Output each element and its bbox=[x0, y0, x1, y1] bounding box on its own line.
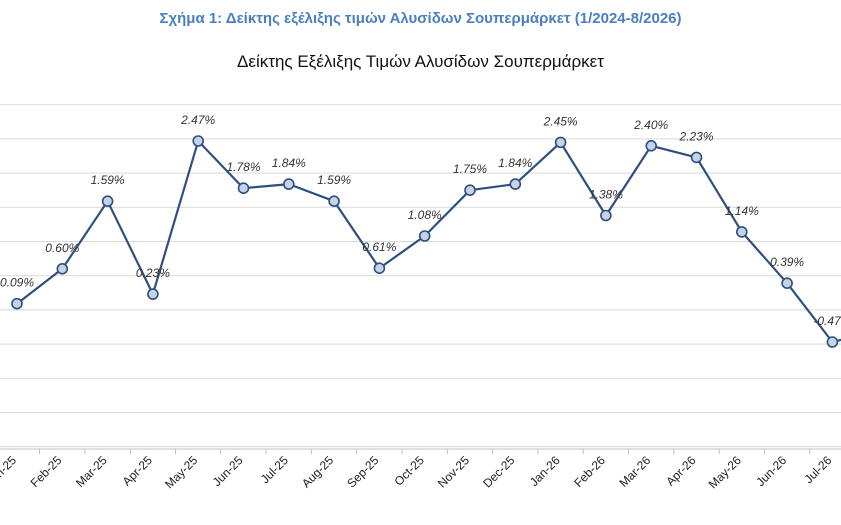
data-label: 0.61% bbox=[362, 240, 396, 254]
data-points bbox=[11, 135, 839, 348]
x-tick-labels: Jan-25 Feb-25 Mar-25 Apr-25 May-25 Jun-25 Jul-… bbox=[0, 453, 835, 491]
x-tick-label: Jul-25 bbox=[258, 453, 291, 486]
data-point bbox=[735, 226, 748, 238]
data-label: 1.59% bbox=[317, 173, 351, 187]
data-labels: 0.09% 0.60% 1.59% 0.23% 2.47% 1.78% 1.84% 1.59%… bbox=[0, 113, 841, 328]
x-tick-label: May-25 bbox=[162, 453, 200, 491]
data-label: 1.78% bbox=[226, 160, 260, 174]
data-label: 1.08% bbox=[408, 208, 442, 222]
x-tick-label: Feb-25 bbox=[28, 453, 65, 490]
x-tick-label: Oct-25 bbox=[391, 453, 427, 489]
data-point bbox=[282, 178, 295, 190]
data-point bbox=[192, 135, 204, 147]
data-label: 2.23% bbox=[678, 129, 713, 143]
data-point bbox=[826, 336, 839, 348]
x-tick-label: Nov-25 bbox=[435, 453, 472, 490]
x-tick-label: Jul-26 bbox=[802, 453, 835, 486]
data-point bbox=[554, 136, 567, 149]
data-label: 0.09% bbox=[0, 276, 34, 290]
data-point bbox=[147, 288, 159, 300]
x-tick-label: Jan-26 bbox=[527, 453, 563, 489]
data-point bbox=[373, 262, 386, 275]
data-label: 1.84% bbox=[272, 156, 306, 170]
x-axis bbox=[0, 448, 841, 454]
data-point bbox=[645, 140, 658, 152]
x-tick-label: May-26 bbox=[706, 453, 744, 491]
x-tick-label: Aug-25 bbox=[299, 453, 336, 490]
data-label: 1.84% bbox=[498, 156, 532, 170]
data-point bbox=[328, 195, 340, 207]
data-label: 2.40% bbox=[633, 118, 668, 132]
x-tick-label: Apr-26 bbox=[663, 453, 699, 489]
data-point bbox=[464, 184, 476, 196]
data-point bbox=[56, 262, 69, 275]
data-label: 2.47% bbox=[180, 113, 215, 127]
data-point bbox=[600, 209, 612, 222]
data-label: -0.47% bbox=[813, 314, 841, 328]
x-tick-label: Jun-26 bbox=[753, 453, 789, 489]
data-label: 0.60% bbox=[45, 241, 79, 255]
data-label: 0.23% bbox=[136, 266, 170, 280]
data-point bbox=[690, 151, 703, 164]
data-point bbox=[781, 277, 793, 290]
series-polyline bbox=[16, 139, 841, 344]
data-label: 2.45% bbox=[543, 114, 578, 128]
data-label: 0.39% bbox=[770, 255, 804, 269]
data-label: 1.59% bbox=[91, 173, 125, 187]
x-tick-label: Dec-25 bbox=[480, 453, 517, 490]
x-tick-label: Mar-25 bbox=[73, 453, 110, 490]
data-point bbox=[101, 195, 114, 207]
x-tick-label: Jun-25 bbox=[210, 453, 246, 489]
chart-title: Δείκτης Εξέλιξης Τιμών Αλυσίδων Σουπερμά… bbox=[237, 52, 604, 71]
data-label: 1.75% bbox=[453, 162, 487, 176]
data-label: 1.14% bbox=[725, 204, 759, 218]
x-tick-label: Sep-25 bbox=[344, 453, 381, 490]
data-point bbox=[509, 178, 522, 190]
x-tick-label: Jan-25 bbox=[0, 453, 19, 489]
figure-caption: Σχήμα 1: Δείκτης εξέλιξης τιμών Αλυσίδων… bbox=[159, 10, 682, 27]
data-point bbox=[418, 230, 431, 242]
data-label: 1.38% bbox=[589, 188, 623, 202]
data-point bbox=[11, 297, 23, 310]
x-tick-label: Apr-25 bbox=[120, 453, 156, 489]
series-line bbox=[16, 139, 841, 344]
data-point bbox=[237, 182, 250, 194]
x-tick-label: Feb-26 bbox=[571, 453, 608, 490]
x-tick-label: Mar-26 bbox=[617, 453, 654, 490]
grid-lines bbox=[0, 104, 841, 448]
